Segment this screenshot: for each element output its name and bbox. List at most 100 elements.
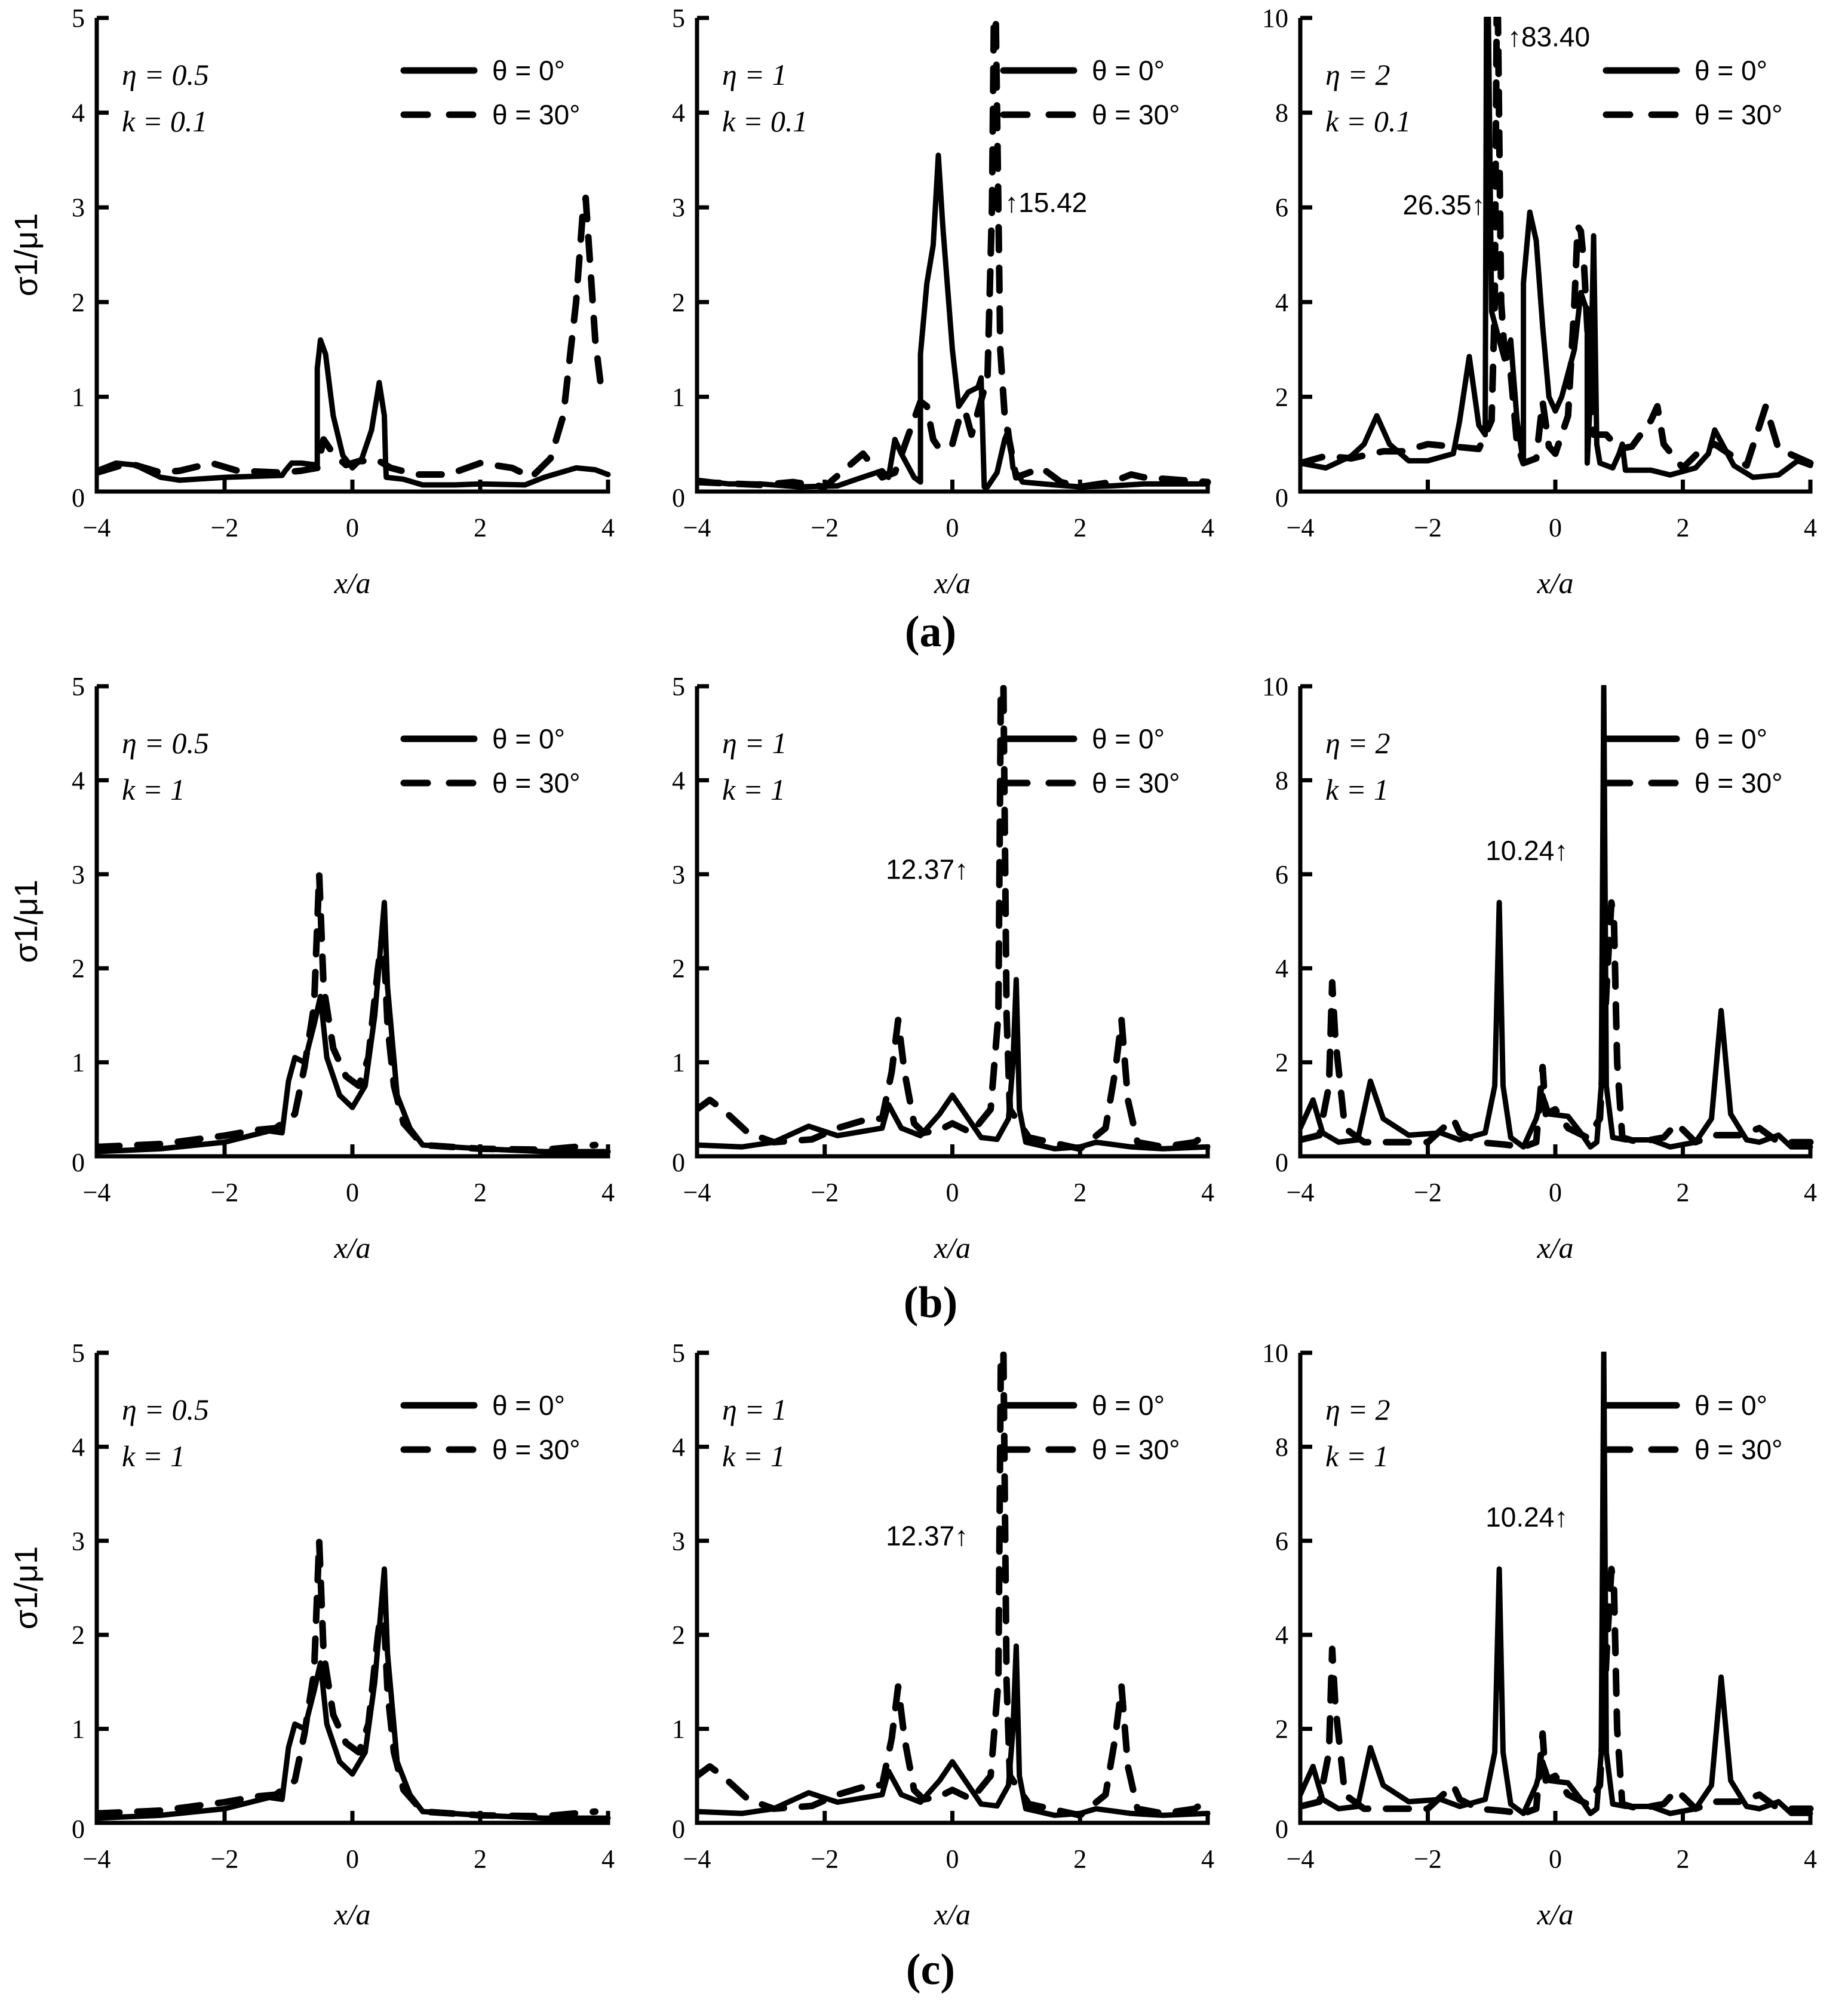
- x-tick-label: 2: [474, 1178, 487, 1207]
- x-tick-label: −4: [83, 1178, 111, 1207]
- param-label: η = 1: [722, 726, 787, 760]
- y-tick-label: 5: [72, 1338, 85, 1368]
- x-tick-label: −2: [1414, 1178, 1442, 1207]
- param-label: η = 1: [722, 58, 787, 91]
- y-tick-label: 3: [672, 1527, 685, 1556]
- param-label: k = 1: [1325, 1439, 1389, 1473]
- x-tick-label: −2: [811, 513, 839, 542]
- x-tick-label: 4: [601, 1178, 615, 1207]
- peak-annotation: 12.37↑: [886, 1521, 968, 1552]
- series-theta-30: [697, 685, 1211, 1152]
- y-tick-label: 8: [1275, 99, 1288, 128]
- series-theta-0: [97, 899, 611, 1155]
- y-tick-label: 8: [1275, 766, 1288, 795]
- x-tick-label: −4: [83, 513, 111, 542]
- y-tick-label: 3: [72, 860, 85, 889]
- series-theta-30: [697, 1352, 1211, 1819]
- param-label: η = 0.5: [122, 1393, 209, 1426]
- peak-annotation: 12.37↑: [886, 854, 968, 885]
- x-tick-label: 2: [1073, 513, 1086, 542]
- param-label: k = 0.1: [1325, 105, 1411, 138]
- x-tick-label: 0: [946, 1178, 959, 1207]
- y-tick-label: 0: [672, 1148, 685, 1177]
- x-tick-label: −2: [211, 1178, 239, 1207]
- x-tick-label: 0: [346, 1844, 359, 1874]
- y-tick-label: 0: [1275, 1814, 1288, 1844]
- y-tick-label: 2: [1275, 1048, 1288, 1077]
- x-tick-label: −4: [83, 1844, 111, 1874]
- sublabel-c: (c): [906, 1945, 955, 1994]
- legend-label: θ = 30°: [1694, 99, 1783, 130]
- y-tick-label: 2: [72, 1620, 85, 1650]
- x-axis-label: x/a: [934, 1231, 971, 1264]
- y-tick-label: 1: [72, 1715, 85, 1744]
- x-tick-label: 2: [474, 1844, 487, 1874]
- y-tick-label: 4: [72, 766, 85, 795]
- x-tick-label: 0: [1549, 513, 1562, 542]
- x-tick-label: 0: [1549, 1844, 1562, 1874]
- legend-label: θ = 0°: [492, 723, 565, 754]
- param-label: k = 0.1: [122, 105, 207, 138]
- y-tick-label: 0: [672, 483, 685, 512]
- y-tick-label: 5: [672, 672, 685, 701]
- legend-label: θ = 30°: [492, 767, 581, 799]
- legend-label: θ = 30°: [492, 1434, 581, 1465]
- y-tick-label: 0: [72, 1148, 85, 1177]
- panel-c1: −4 −2 0 2 4 0 1 2 3 4 5 x/a σ1/μ1 η = 0.5 k = 1 θ = 0° θ…: [8, 1338, 615, 1931]
- panel-c2: −4 −2 0 2 4 0 1 2 3 4 5 x/a η = 1 k = 1 θ = 0° θ = 30° 1…: [672, 1338, 1214, 1931]
- param-label: k = 0.1: [722, 105, 808, 138]
- x-axis-label: x/a: [333, 566, 370, 600]
- y-tick-label: 0: [1275, 1148, 1288, 1177]
- x-tick-label: 2: [1677, 513, 1690, 542]
- y-tick-label: 10: [1262, 4, 1288, 33]
- y-tick-label: 5: [72, 672, 85, 701]
- y-tick-label: 6: [1275, 1527, 1288, 1556]
- y-tick-label: 0: [72, 483, 85, 512]
- y-tick-label: 5: [72, 4, 85, 33]
- y-tick-label: 1: [672, 1048, 685, 1077]
- x-tick-label: 2: [1677, 1178, 1690, 1207]
- y-tick-label: 4: [1275, 288, 1288, 317]
- x-tick-label: 2: [1073, 1844, 1086, 1874]
- y-tick-label: 10: [1262, 1338, 1288, 1368]
- panel-a3: −4 −2 0 2 4 0 2 4 6 8 10 x/a η = 2 k = 0.1 θ = 0° θ = 3…: [1262, 4, 1817, 600]
- x-axis-label: x/a: [1536, 1231, 1573, 1264]
- sublabel-a: (a): [905, 607, 956, 656]
- param-label: k = 1: [122, 773, 185, 806]
- x-tick-label: −4: [683, 1844, 711, 1874]
- x-tick-label: 4: [1201, 1844, 1214, 1874]
- x-tick-label: 4: [601, 513, 615, 542]
- series-theta-0: [1300, 1352, 1813, 1816]
- legend-label: θ = 30°: [492, 99, 581, 130]
- legend-label: θ = 0°: [1092, 1390, 1165, 1421]
- y-tick-label: 3: [672, 193, 685, 222]
- y-tick-label: 0: [72, 1814, 85, 1844]
- series-theta-30: [697, 17, 1211, 490]
- legend-label: θ = 0°: [1092, 55, 1165, 86]
- panel-b2: −4 −2 0 2 4 0 1 2 3 4 5 x/a η = 1 k = 1 θ = 0° θ = 30° 1…: [672, 672, 1214, 1264]
- y-tick-label: 4: [1275, 1620, 1288, 1650]
- peak-annotation: 26.35↑: [1402, 189, 1485, 220]
- series-theta-30: [97, 1537, 599, 1820]
- x-tick-label: −2: [211, 513, 239, 542]
- y-tick-label: 2: [672, 1620, 685, 1650]
- y-tick-label: 1: [672, 1715, 685, 1744]
- x-tick-label: −4: [683, 513, 711, 542]
- param-label: η = 0.5: [122, 58, 209, 91]
- x-axis-label: x/a: [333, 1231, 370, 1264]
- x-axis-label: x/a: [333, 1897, 370, 1931]
- param-label: η = 0.5: [122, 726, 209, 760]
- param-label: η = 2: [1325, 58, 1390, 91]
- y-axis-label: σ1/μ1: [8, 1546, 44, 1630]
- legend-label: θ = 30°: [1092, 767, 1180, 799]
- y-tick-label: 4: [1275, 954, 1288, 983]
- y-tick-label: 2: [672, 954, 685, 983]
- param-label: k = 1: [722, 773, 785, 806]
- series-theta-30: [1300, 899, 1814, 1150]
- x-tick-label: 4: [1804, 1844, 1817, 1874]
- y-tick-label: 5: [672, 1338, 685, 1368]
- series-theta-30: [97, 871, 599, 1153]
- x-tick-label: −4: [1287, 513, 1315, 542]
- y-tick-label: 1: [72, 1048, 85, 1077]
- x-tick-label: −2: [211, 1844, 239, 1874]
